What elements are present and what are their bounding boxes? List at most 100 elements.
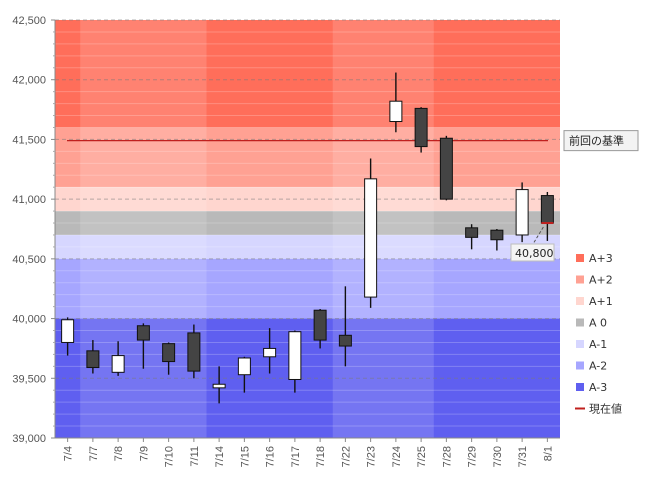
reference-label-bg — [563, 130, 639, 152]
candle-body — [515, 189, 529, 236]
candle-7-9 — [136, 323, 150, 369]
legend-swatch — [576, 318, 584, 327]
candle-body — [338, 334, 352, 347]
candle-body — [162, 343, 176, 363]
band-aplus3 — [55, 20, 560, 128]
candle-7-18 — [313, 309, 327, 349]
candle-body — [288, 331, 302, 380]
legend-label: A+1 — [589, 295, 613, 308]
candle-7-16 — [263, 328, 277, 374]
x-tick-label: 7/4 — [63, 446, 75, 461]
x-tick-label: 7/9 — [138, 446, 150, 461]
candle-body — [364, 178, 378, 298]
legend-swatch — [576, 254, 584, 262]
candle-7-29 — [465, 224, 479, 250]
x-tick-label: 7/14 — [214, 446, 226, 467]
reference-label: 前回の基準 — [569, 134, 624, 148]
candle-body — [414, 107, 428, 148]
x-tick-label: 7/8 — [113, 446, 125, 461]
x-tick-label: 7/22 — [340, 446, 352, 467]
y-tick-label: 42,500 — [12, 15, 46, 27]
candle-7-25 — [414, 107, 428, 153]
y-tick-label: 39,500 — [12, 373, 46, 385]
legend-label: A-3 — [589, 381, 607, 394]
legend-label: A+2 — [589, 274, 613, 287]
x-tick-label: 7/28 — [441, 446, 453, 467]
candle-body — [237, 357, 251, 376]
x-tick-label: 7/7 — [88, 446, 100, 461]
current-value-label: 40,800 — [515, 247, 554, 260]
candle-7-17 — [288, 330, 302, 393]
x-tick-label: 7/31 — [517, 446, 529, 467]
legend-label: A-2 — [589, 360, 607, 373]
candle-body — [111, 355, 125, 373]
candle-7-7 — [86, 340, 100, 374]
legend-label: 現在値 — [589, 403, 622, 416]
y-tick-label: 41,000 — [12, 194, 46, 206]
current-value-leader — [532, 226, 544, 245]
x-tick-label: 7/25 — [416, 446, 428, 467]
legend-swatch — [576, 275, 584, 284]
legend-swatch — [576, 340, 584, 348]
band-aminus2 — [55, 258, 560, 319]
candle-7-10 — [162, 342, 176, 375]
candle-7-14 — [212, 366, 226, 404]
band-aminus1 — [55, 234, 560, 259]
candle-7-30 — [490, 229, 504, 251]
candle-body — [439, 137, 453, 200]
reference-label-box: 前回の基準 — [563, 130, 639, 152]
candle-7-31 — [515, 182, 529, 243]
legend-item: A-1 — [576, 338, 607, 351]
y-tick-label: 40,000 — [12, 314, 46, 326]
y-tick-label: 40,500 — [12, 254, 46, 266]
candle-7-23 — [364, 158, 378, 308]
x-tick-label: 7/15 — [239, 446, 251, 467]
candle-7-24 — [389, 72, 403, 133]
x-tick-label: 7/16 — [265, 446, 277, 467]
legend-swatch — [576, 383, 584, 391]
legend-item: A+2 — [576, 274, 613, 287]
candle-body — [465, 227, 479, 238]
band-a0 — [55, 211, 560, 235]
x-tick-label: 7/29 — [467, 446, 479, 467]
x-tick-label: 7/18 — [315, 446, 327, 467]
y-tick-label: 41,500 — [12, 134, 46, 146]
legend-label: A-1 — [589, 338, 607, 351]
candle-body — [490, 229, 504, 241]
legend-label: A 0 — [589, 317, 607, 330]
candle-body — [61, 319, 75, 343]
x-axis: 7/4 7/7 7/8 7/9 7/10 7/11 7/14 7/15 7/16 7/17 7/18… — [55, 437, 560, 467]
candle-7-11 — [187, 324, 201, 379]
candle-body — [187, 332, 201, 372]
x-tick-label: 7/11 — [189, 446, 201, 467]
candles — [61, 72, 554, 404]
band-aplus2 — [55, 127, 560, 188]
legend-swatch — [576, 297, 584, 305]
x-tick-label: 8/1 — [542, 446, 554, 461]
legend: A+3 A+2 A+1 A 0 A-1 A-2 A-3 現在値 — [575, 252, 622, 416]
x-tick-label: 7/17 — [290, 446, 302, 467]
legend-label: A+3 — [589, 252, 613, 265]
candle-7-28 — [439, 135, 453, 201]
legend-swatch — [576, 361, 584, 370]
legend-item: A+1 — [576, 295, 613, 308]
candle-8-1 — [540, 191, 554, 241]
current-value-callout: 40,800 — [510, 226, 555, 262]
x-tick-label: 7/23 — [366, 446, 378, 467]
legend-item: A+3 — [576, 252, 613, 265]
week-stripe — [80, 20, 207, 438]
y-tick-label: 42,000 — [12, 75, 46, 87]
legend-item: A-2 — [576, 360, 607, 373]
candle-7-8 — [111, 341, 125, 376]
candle-body — [389, 100, 403, 123]
candle-body — [86, 350, 100, 369]
legend-item: 現在値 — [575, 403, 622, 416]
y-tick-label: 39,000 — [12, 433, 46, 445]
candle-7-22 — [338, 286, 352, 367]
x-tick-label: 7/24 — [391, 446, 403, 467]
current-value-box — [510, 243, 555, 262]
candle-body — [540, 195, 554, 224]
week-stripe — [332, 20, 434, 438]
y-axis: 39,000 39,500 40,000 40,500 41,000 41,500 42,0… — [12, 15, 56, 445]
